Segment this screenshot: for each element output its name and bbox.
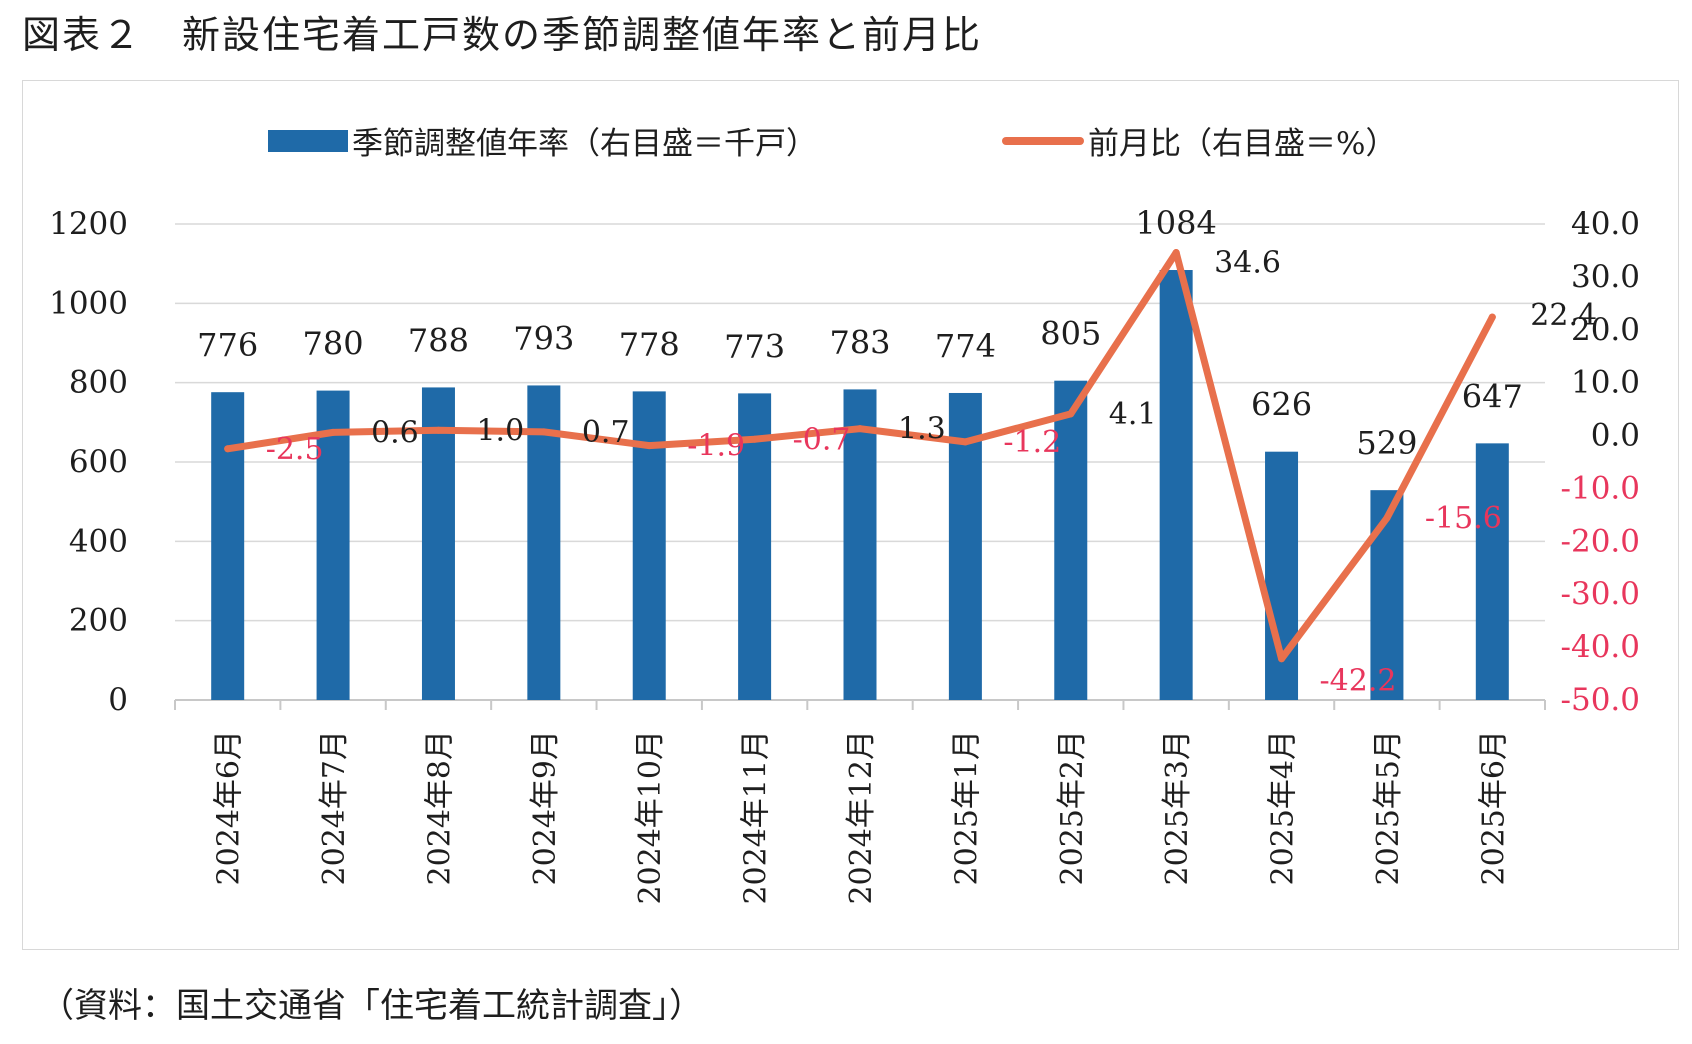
bar-data-label: 774 [935, 327, 996, 365]
line-data-label: 1.0 [476, 413, 524, 448]
x-axis-category-label: 2024年12月 [844, 730, 879, 905]
bar [1475, 443, 1509, 700]
left-axis-tick-label: 1200 [49, 206, 128, 242]
bar-data-label: 529 [1356, 424, 1417, 462]
bar [421, 387, 455, 700]
bar-data-label: 793 [513, 319, 574, 357]
bar-data-label: 647 [1462, 377, 1523, 415]
legend-line-label: 前月比（右目盛＝%） [1088, 126, 1397, 162]
bar [316, 390, 350, 700]
bar [1265, 451, 1299, 700]
right-axis-tick-label: 20.0 [1571, 312, 1640, 348]
line-point [961, 438, 969, 446]
bar-data-label: 773 [724, 327, 785, 365]
bar [1054, 380, 1088, 700]
bar [211, 392, 245, 700]
x-axis-category-label: 2024年11月 [739, 730, 774, 905]
right-axis-tick-label: -50.0 [1561, 682, 1641, 718]
legend: 季節調整値年率（右目盛＝千戸） 前月比（右目盛＝%） [0, 118, 1692, 168]
line-data-label: 1.3 [898, 412, 946, 447]
legend-line-swatch [1002, 136, 1084, 145]
line-point [434, 426, 442, 434]
line-point [1067, 410, 1075, 418]
right-axis-tick-label: 30.0 [1571, 259, 1640, 295]
line-point [1383, 514, 1391, 522]
bar-data-label: 783 [829, 323, 890, 361]
legend-bar-label: 季節調整値年率（右目盛＝千戸） [352, 126, 817, 162]
bar-data-label: 805 [1040, 315, 1101, 353]
x-axis-category-label: 2024年10月 [633, 730, 668, 905]
bar [1159, 270, 1193, 700]
bar-data-label: 780 [303, 325, 364, 363]
x-axis-category-label: 2025年4月 [1266, 730, 1301, 885]
bar-data-label: 788 [408, 321, 469, 359]
x-axis-category-label: 2025年3月 [1160, 730, 1195, 885]
left-axis-tick-label: 200 [69, 603, 128, 639]
right-axis-tick-label: 10.0 [1571, 365, 1640, 401]
x-axis-category-label: 2025年1月 [949, 730, 984, 885]
bar [632, 391, 666, 700]
right-axis-tick-label: -10.0 [1561, 470, 1641, 506]
legend-item-line-series: 前月比（右目盛＝%） [1002, 118, 1396, 163]
chart-plot-area: 0 200 400 600 800 1000 1200 -50.0 -40.0 -30.0 -20.… [49, 204, 1641, 905]
bar [738, 393, 772, 700]
x-axis-category-label: 2024年7月 [317, 730, 352, 885]
x-axis-category-label: 2024年8月 [422, 730, 457, 885]
line-data-label: 0.7 [582, 415, 630, 450]
left-axis-tick-label: 400 [69, 523, 128, 559]
bar [1370, 490, 1404, 700]
line-point [1488, 313, 1496, 321]
line-data-label: -1.2 [1003, 425, 1061, 460]
line-data-label: -42.2 [1320, 664, 1397, 699]
x-axis-category-label: 2025年5月 [1371, 730, 1406, 885]
line-data-label: 34.6 [1214, 246, 1281, 281]
legend-item-bar-series: 季節調整値年率（右目盛＝千戸） [268, 118, 817, 163]
bar [843, 389, 877, 700]
bar-data-label: 778 [619, 325, 680, 363]
chart-title: 図表２ 新設住宅着工戸数の季節調整値年率と前月比 [22, 13, 983, 57]
line-data-label: 4.1 [1109, 397, 1157, 432]
line-point [224, 445, 232, 453]
left-axis-tick-label: 800 [69, 365, 128, 401]
line-point [540, 428, 548, 436]
line-point [329, 428, 337, 436]
x-axis-category-label: 2024年9月 [528, 730, 563, 885]
line-data-label: -2.5 [266, 432, 324, 467]
right-axis-tick-label: -30.0 [1561, 576, 1641, 612]
source-note: （資料：国土交通省「住宅着工統計調査」） [40, 986, 703, 1026]
line-data-label: -0.7 [793, 422, 851, 457]
x-axis-category-label: 2024年6月 [212, 730, 247, 885]
x-axis-category-label: 2025年2月 [1055, 730, 1090, 885]
right-axis-tick-label: -40.0 [1561, 629, 1641, 665]
bar-data-label: 626 [1251, 386, 1312, 424]
right-axis-tick-label: -20.0 [1561, 523, 1641, 559]
line-point [856, 425, 864, 433]
line-data-label: 22.4 [1530, 298, 1597, 333]
right-axis-tick-label: 40.0 [1571, 206, 1640, 242]
bar-data-label: 776 [197, 326, 258, 364]
bar-data-label: 1084 [1135, 204, 1216, 242]
x-axis-category-label: 2025年6月 [1476, 730, 1511, 885]
legend-bar-swatch [268, 129, 348, 152]
left-axis-tick-label: 1000 [49, 285, 128, 321]
line-point [1278, 655, 1286, 663]
left-axis-tick-label: 0 [108, 682, 128, 718]
line-data-label: 0.6 [371, 415, 419, 450]
left-axis-tick-label: 600 [69, 444, 128, 480]
right-axis-tick-label: 0.0 [1591, 418, 1640, 454]
line-data-label: -15.6 [1425, 501, 1502, 536]
line-data-label: -1.9 [687, 429, 745, 464]
line-point [1172, 249, 1180, 257]
line-point [645, 442, 653, 450]
line-point [751, 435, 759, 443]
bar [527, 385, 561, 700]
